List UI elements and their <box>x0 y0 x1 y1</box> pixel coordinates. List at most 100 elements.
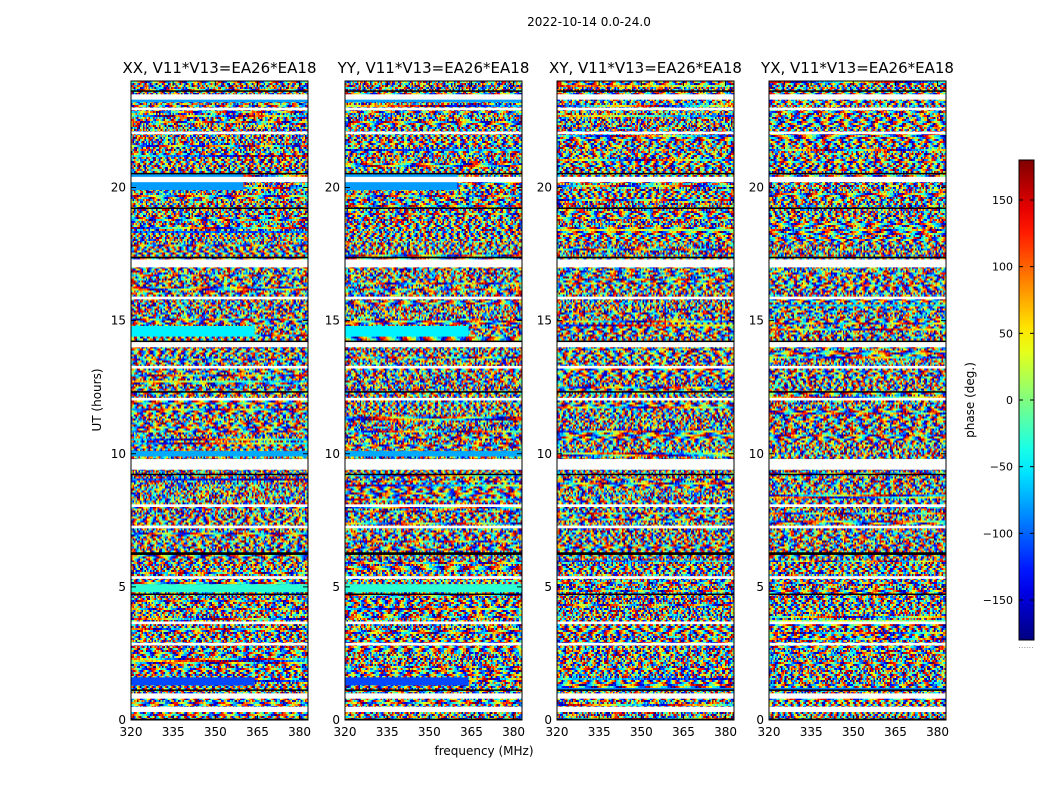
x-tick-label: 380 <box>288 725 311 739</box>
flagged-line <box>769 340 946 343</box>
blank-gap <box>557 365 734 369</box>
panel-4: YX, V11*V13=EA26*EA18 320 335 350 365 380 0 5 10… <box>749 59 954 739</box>
blank-gap <box>769 94 946 100</box>
panel-title: YY, V11*V13=EA26*EA18 <box>337 59 530 77</box>
panel-frame <box>768 80 947 721</box>
blank-gap <box>557 296 734 300</box>
flagged-line <box>769 473 946 476</box>
flagged-line <box>345 552 522 555</box>
flagged-line <box>557 552 734 555</box>
y-tick-label: 20 <box>111 181 126 195</box>
colorbar-tick-label: −50 <box>990 461 1013 474</box>
panel-frame <box>344 80 523 721</box>
flagged-line <box>557 391 734 393</box>
x-tick-label: 350 <box>418 725 441 739</box>
y-tick-label: 5 <box>756 580 764 594</box>
y-tick-label: 10 <box>325 447 340 461</box>
blank-gap <box>557 259 734 268</box>
blank-gap <box>131 621 308 625</box>
blank-gap <box>345 504 522 507</box>
blank-gap <box>557 693 734 699</box>
blank-gap <box>345 642 522 646</box>
blank-gap <box>131 365 308 369</box>
uniform-band <box>345 677 469 686</box>
x-tick-label: 365 <box>460 725 483 739</box>
y-tick-label: 20 <box>749 181 764 195</box>
flagged-line <box>557 340 734 343</box>
blank-gap <box>345 459 522 470</box>
blank-gap <box>769 459 946 470</box>
x-axis-label: frequency (MHz) <box>434 744 533 758</box>
x-tick-label: 320 <box>334 725 357 739</box>
y-tick-label: 15 <box>111 314 126 328</box>
blank-gap <box>131 525 308 529</box>
flagged-line <box>131 340 308 343</box>
flagged-line <box>131 552 308 555</box>
flagged-line <box>557 207 734 209</box>
blank-gap <box>769 107 946 111</box>
flagged-line <box>769 172 946 175</box>
flagged-line <box>769 90 946 92</box>
blank-gap <box>345 576 522 579</box>
colorbar-tick-label: 0 <box>1006 394 1013 407</box>
flagged-line <box>131 689 308 691</box>
y-tick-label: 15 <box>537 314 552 328</box>
uniform-band <box>131 677 255 686</box>
blank-gap <box>345 365 522 369</box>
y-tick-label: 0 <box>544 713 552 727</box>
blank-gap <box>345 296 522 300</box>
flagged-line <box>769 207 946 209</box>
blank-gap <box>131 576 308 579</box>
uniform-band <box>345 584 522 593</box>
blank-gap <box>131 642 308 646</box>
flagged-line <box>769 718 946 721</box>
y-tick-label: 0 <box>756 713 764 727</box>
flagged-line <box>345 207 522 209</box>
blank-gap <box>557 397 734 401</box>
panel-frame <box>556 80 735 721</box>
flagged-line <box>131 391 308 393</box>
flagged-line <box>557 593 734 596</box>
flagged-line <box>557 90 734 92</box>
x-tick-label: 350 <box>630 725 653 739</box>
blank-gap <box>557 706 734 713</box>
flagged-line <box>131 718 308 721</box>
uniform-band <box>131 584 308 593</box>
flagged-line <box>557 689 734 691</box>
x-tick-label: 320 <box>120 725 143 739</box>
blank-gap <box>769 131 946 135</box>
blank-gap <box>557 504 734 507</box>
flagged-line <box>769 593 946 596</box>
flagged-line <box>345 689 522 691</box>
blank-gap <box>345 176 522 183</box>
blank-gap <box>769 259 946 268</box>
y-tick-label: 5 <box>118 580 126 594</box>
flagged-line <box>345 90 522 92</box>
flagged-line <box>557 256 734 259</box>
blank-gap <box>557 459 734 470</box>
flagged-line <box>557 718 734 721</box>
blank-gap <box>131 693 308 699</box>
y-tick-label: 20 <box>537 181 552 195</box>
blank-gap <box>345 94 522 100</box>
flagged-line <box>131 473 308 476</box>
y-tick-label: 15 <box>325 314 340 328</box>
blank-gap <box>345 341 522 348</box>
blank-gap <box>345 259 522 268</box>
blank-gap <box>557 621 734 625</box>
colorbar-tick-label: 100 <box>992 261 1013 274</box>
blank-gap <box>769 296 946 300</box>
blank-gap <box>345 397 522 401</box>
blank-gap <box>345 706 522 713</box>
blank-gap <box>769 621 946 625</box>
flagged-line <box>769 689 946 691</box>
blank-gap <box>557 525 734 529</box>
blank-gap <box>131 176 308 183</box>
uniform-band <box>345 451 522 457</box>
blank-gap <box>769 397 946 401</box>
flagged-line <box>769 256 946 259</box>
blank-gap <box>769 176 946 183</box>
blank-gap <box>345 621 522 625</box>
flagged-line <box>769 391 946 393</box>
